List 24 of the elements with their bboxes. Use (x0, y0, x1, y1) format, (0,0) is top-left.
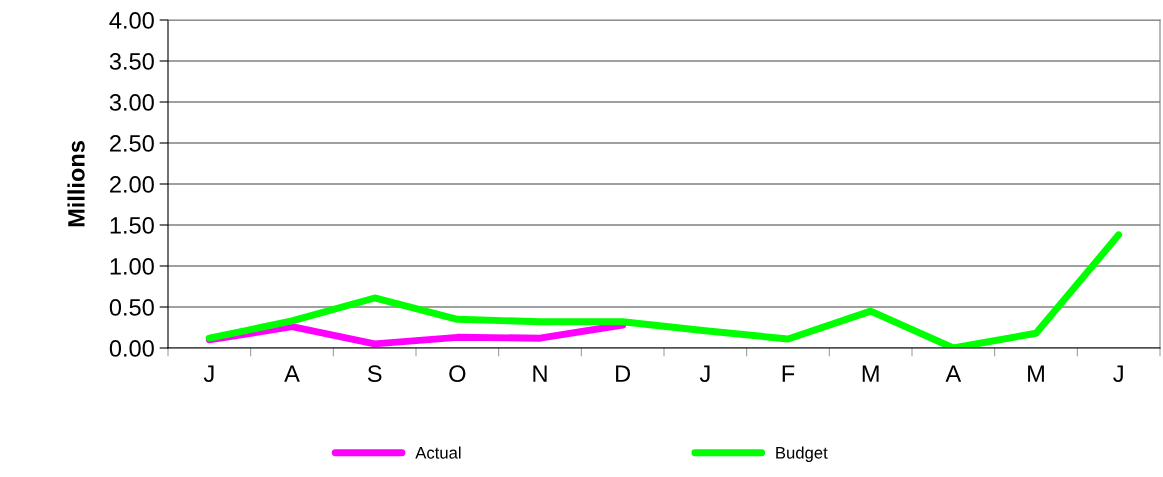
y-tick-label: 3.00 (109, 94, 154, 111)
y-tick-label: 0.00 (109, 340, 154, 357)
y-tick-label: 2.00 (110, 176, 154, 193)
x-tick-label: J (699, 365, 710, 383)
x-tick-label: J (203, 365, 214, 383)
legend-label: Budget (776, 446, 828, 462)
x-tick-label: A (284, 365, 300, 382)
x-tick-label: M (862, 365, 879, 382)
x-tick-label: A (945, 365, 962, 382)
x-tick-label: J (1113, 365, 1123, 383)
y-tick-label: 1.00 (110, 258, 154, 275)
legend-label: Actual (415, 446, 461, 459)
y-tick-label: 1.50 (110, 217, 154, 234)
y-tick-label: 0.50 (109, 299, 154, 316)
x-tick-label: D (616, 365, 631, 382)
y-tick-label: 2.50 (110, 135, 154, 152)
y-tick-label: 3.50 (109, 53, 154, 70)
y-axis-title: Millions (67, 141, 85, 227)
x-tick-label: N (533, 365, 547, 382)
x-tick-label: S (367, 365, 382, 383)
x-tick-label: F (782, 365, 795, 382)
y-tick-label: 4.00 (109, 12, 154, 29)
x-tick-label: O (449, 365, 466, 383)
x-tick-label: M (1028, 365, 1044, 382)
